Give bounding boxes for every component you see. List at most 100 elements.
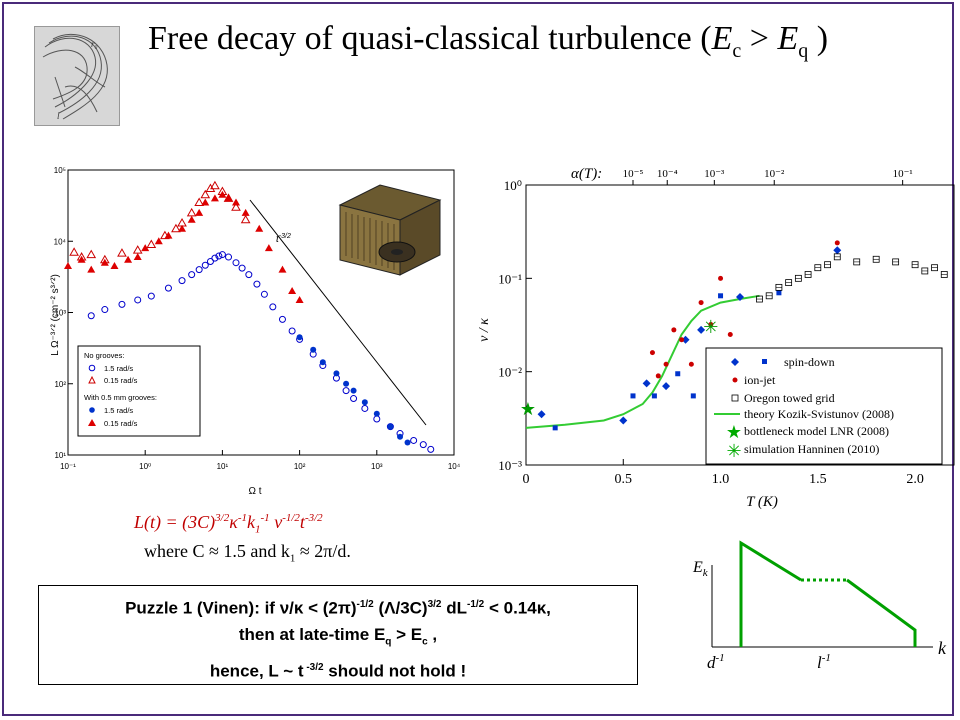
right-chart: 0 0.5 1.0 1.5 2.0 10⁰ 10⁻¹ 10⁻² 10⁻³ 10⁻⁵ 10⁻⁴ 10⁻³… bbox=[466, 160, 960, 515]
cube-container-icon bbox=[338, 184, 442, 276]
left-legend-heading1: No grooves: bbox=[84, 351, 124, 360]
right-point-diamond bbox=[833, 246, 842, 255]
legend-crossed-square-icon bbox=[731, 394, 739, 402]
title-e2-sub: q bbox=[798, 39, 809, 62]
where-part1: where C ≈ 1.5 and k bbox=[144, 541, 290, 561]
left-point-open-circle bbox=[201, 261, 209, 269]
left-point-filled-triangle bbox=[124, 255, 133, 263]
right-top-tick-label: 10⁻⁵ bbox=[623, 168, 644, 180]
formula-sup5: -3/2 bbox=[304, 512, 323, 524]
right-point-square bbox=[630, 393, 636, 399]
left-point-open-triangle bbox=[240, 214, 251, 224]
right-chart-svg: 0 0.5 1.0 1.5 2.0 10⁰ 10⁻¹ 10⁻² 10⁻³ 10⁻⁵ 10⁻⁴ 10⁻³… bbox=[477, 166, 955, 510]
slide-title: Free decay of quasi-classical turbulence… bbox=[148, 20, 828, 63]
left-point-open-circle bbox=[232, 259, 240, 267]
title-e1-sub: c bbox=[732, 39, 742, 62]
legend-filled-triangle-icon bbox=[88, 419, 96, 426]
left-point-open-circle bbox=[342, 387, 350, 395]
left-point-open-circle bbox=[278, 315, 286, 323]
left-point-filled-triangle bbox=[133, 253, 142, 261]
formula-part1: L(t) = (3C) bbox=[134, 512, 216, 532]
title-close: ) bbox=[808, 20, 829, 57]
legend-diamond-icon bbox=[731, 358, 739, 366]
left-axis-ticks: 10⁻¹ 10⁰ 10¹ 10² 10³ 10⁴ 10⁵ 10⁴ 10³ 10² 10¹ bbox=[54, 166, 461, 471]
left-point-filled-circle bbox=[387, 423, 394, 430]
right-y-tick-label: 10⁻¹ bbox=[498, 271, 522, 286]
left-point-open-circle bbox=[215, 252, 223, 260]
left-x-tick-label: 10⁰ bbox=[139, 462, 151, 471]
left-point-open-circle bbox=[195, 266, 203, 274]
title-e2: E bbox=[777, 20, 799, 57]
left-point-filled-triangle bbox=[288, 287, 297, 295]
left-point-filled-triangle bbox=[255, 224, 264, 232]
spectrum-curve-right bbox=[846, 578, 917, 647]
legend-asterisk-icon: ✳ bbox=[726, 441, 741, 461]
right-point-dot bbox=[718, 275, 724, 281]
title-text: Free decay of quasi-classical turbulence… bbox=[148, 20, 712, 57]
legend-square-icon bbox=[762, 359, 767, 364]
left-point-open-circle bbox=[253, 280, 261, 288]
right-legend-theory: theory Kozik-Svistunov (2008) bbox=[744, 407, 894, 421]
left-point-filled-triangle bbox=[100, 258, 109, 266]
left-chart-svg: 10⁻¹ 10⁰ 10¹ 10² 10³ 10⁴ 10⁵ 10⁴ 10³ 10² 10¹ t-3/2… bbox=[50, 166, 461, 497]
title-gt: > bbox=[741, 20, 778, 57]
left-y-tick-label: 10⁵ bbox=[54, 166, 66, 175]
left-point-filled-triangle bbox=[141, 244, 150, 252]
right-point-dot bbox=[834, 240, 840, 246]
formula-where-clause: where C ≈ 1.5 and k1 ≈ 2π/d. bbox=[144, 541, 351, 565]
left-x-tick-label: 10² bbox=[294, 462, 306, 471]
left-point-open-circle bbox=[178, 277, 186, 285]
left-legend-row3: 1.5 rad/s bbox=[104, 406, 133, 415]
right-y-tick-label: 10⁻² bbox=[498, 365, 522, 380]
left-legend-heading2: With 0.5 mm grooves: bbox=[84, 393, 157, 402]
left-point-filled-triangle bbox=[278, 265, 287, 273]
left-legend: No grooves: 1.5 rad/s 0.15 rad/s With 0.… bbox=[77, 345, 201, 437]
vortex-sketch-thumbnail: r₀ l bbox=[34, 26, 120, 126]
left-point-open-circle bbox=[350, 395, 358, 403]
right-legend: spin-down ion-jet Oregon towed grid theo… bbox=[705, 347, 943, 465]
left-y-tick-label: 10¹ bbox=[54, 451, 66, 460]
right-y-tick-label: 10⁰ bbox=[504, 178, 522, 193]
right-point-diamond bbox=[662, 382, 671, 391]
right-point-dot bbox=[698, 300, 704, 306]
right-point-diamond bbox=[736, 293, 744, 302]
left-point-filled-circle bbox=[333, 370, 340, 377]
left-point-filled-triangle bbox=[154, 237, 163, 245]
decay-formula: L(t) = (3C)3/2κ-1k1-1 ν-1/2t-3/2 bbox=[134, 512, 323, 536]
left-point-open-circle bbox=[288, 327, 296, 335]
left-point-open-triangle bbox=[210, 180, 220, 190]
left-point-open-circle bbox=[238, 264, 246, 272]
left-point-filled-triangle bbox=[224, 194, 233, 202]
left-point-open-triangle bbox=[186, 207, 197, 217]
right-x-tick-label: 1.5 bbox=[809, 472, 827, 487]
right-point-dot bbox=[671, 327, 677, 333]
left-point-open-circle bbox=[211, 254, 219, 262]
right-axis-ticks: 0 0.5 1.0 1.5 2.0 10⁰ 10⁻¹ 10⁻² 10⁻³ 10⁻⁵ 10⁻⁴ 10⁻³… bbox=[498, 168, 924, 487]
left-point-filled-triangle bbox=[241, 208, 250, 216]
right-top-axis-label: α(T): bbox=[571, 166, 602, 182]
right-point-square bbox=[718, 293, 724, 299]
left-legend-row4: 0.15 rad/s bbox=[104, 419, 138, 428]
where-sub: 1 bbox=[289, 552, 296, 565]
formula-kappa: κ bbox=[229, 512, 238, 532]
right-point-square bbox=[776, 290, 782, 296]
legend-open-triangle-icon bbox=[88, 375, 96, 384]
right-legend-bottleneck: bottleneck model LNR (2008) bbox=[744, 424, 889, 438]
left-slope-label: t-3/2 bbox=[276, 233, 291, 245]
right-point-diamond bbox=[681, 335, 690, 344]
left-x-tick-label: 10³ bbox=[371, 462, 383, 471]
puzzle-box: Puzzle 1 (Vinen): if ν/κ < (2π)-1/2 (Λ/3… bbox=[38, 585, 638, 685]
left-point-open-triangle bbox=[194, 197, 205, 206]
right-point-dot bbox=[708, 322, 714, 328]
left-point-filled-triangle bbox=[77, 255, 86, 263]
left-point-filled-triangle bbox=[195, 208, 204, 216]
left-point-open-triangle bbox=[86, 249, 97, 259]
right-top-tick-label: 10⁻³ bbox=[704, 168, 725, 180]
title-e1: E bbox=[711, 20, 733, 57]
left-point-open-circle bbox=[245, 271, 253, 279]
left-point-open-triangle bbox=[205, 183, 216, 192]
left-x-tick-label: 10¹ bbox=[217, 462, 229, 471]
legend-filled-circle-icon bbox=[89, 407, 95, 413]
left-legend-row1: 1.5 rad/s bbox=[104, 364, 133, 373]
